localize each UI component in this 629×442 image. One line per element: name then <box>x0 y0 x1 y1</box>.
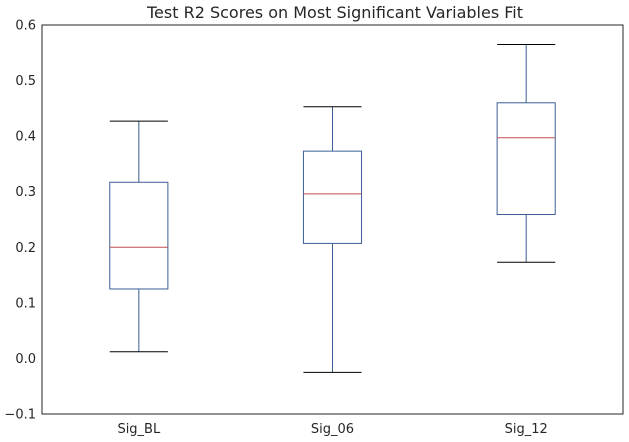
x-axis: Sig_BL Sig_06 Sig_12 <box>117 422 547 437</box>
y-tick-label: 0.1 <box>15 296 36 311</box>
box-group-sig-bl <box>109 120 169 353</box>
chart-title: Test R2 Scores on Most Significant Varia… <box>146 3 523 22</box>
y-tick-label: −0.1 <box>4 408 36 423</box>
y-tick-label: 0.6 <box>15 19 36 34</box>
x-tick-label: Sig_12 <box>505 422 548 437</box>
boxes-layer <box>109 43 556 373</box>
box-group-sig-12 <box>496 43 556 263</box>
y-tick-label: 0.4 <box>15 130 36 145</box>
y-tick-label: 0.3 <box>15 185 36 200</box>
iqr-box <box>302 150 363 244</box>
y-tick-label: 0.5 <box>15 74 36 89</box>
x-tick-label: Sig_06 <box>311 422 354 437</box>
y-tick-label: 0.2 <box>15 241 36 256</box>
y-axis: −0.1 0.0 0.1 0.2 0.3 0.4 0.5 0.6 <box>4 19 36 423</box>
box-group-sig-06 <box>302 106 363 373</box>
x-tick-label: Sig_BL <box>117 422 161 437</box>
iqr-box <box>496 102 556 215</box>
plot-frame <box>41 24 624 415</box>
iqr-box <box>109 181 169 290</box>
y-tick-label: 0.0 <box>15 352 36 367</box>
